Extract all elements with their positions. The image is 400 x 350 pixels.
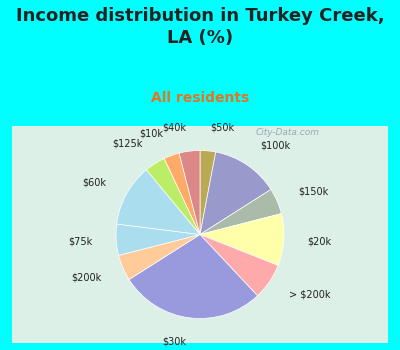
Text: $60k: $60k xyxy=(82,178,106,188)
Wedge shape xyxy=(129,234,258,318)
Wedge shape xyxy=(164,153,200,235)
Text: > $200k: > $200k xyxy=(289,290,330,300)
Text: All residents: All residents xyxy=(151,91,249,105)
Wedge shape xyxy=(200,150,216,234)
Text: $200k: $200k xyxy=(71,272,101,282)
Text: $40k: $40k xyxy=(162,123,186,133)
Text: Income distribution in Turkey Creek,
LA (%): Income distribution in Turkey Creek, LA … xyxy=(16,7,384,47)
Wedge shape xyxy=(116,224,200,256)
Text: City-Data.com: City-Data.com xyxy=(256,128,320,137)
Text: $50k: $50k xyxy=(210,122,234,132)
Text: $20k: $20k xyxy=(307,236,332,246)
Wedge shape xyxy=(146,159,200,234)
Text: $125k: $125k xyxy=(112,139,142,149)
Text: $30k: $30k xyxy=(162,336,186,346)
Wedge shape xyxy=(200,234,278,296)
Wedge shape xyxy=(117,170,200,234)
Wedge shape xyxy=(200,214,284,265)
Wedge shape xyxy=(200,152,271,234)
Wedge shape xyxy=(119,234,200,280)
Text: $10k: $10k xyxy=(140,128,164,138)
Text: $150k: $150k xyxy=(299,187,329,197)
Wedge shape xyxy=(179,150,200,234)
Text: $100k: $100k xyxy=(260,141,290,150)
Text: $75k: $75k xyxy=(68,236,93,246)
Wedge shape xyxy=(200,189,281,235)
